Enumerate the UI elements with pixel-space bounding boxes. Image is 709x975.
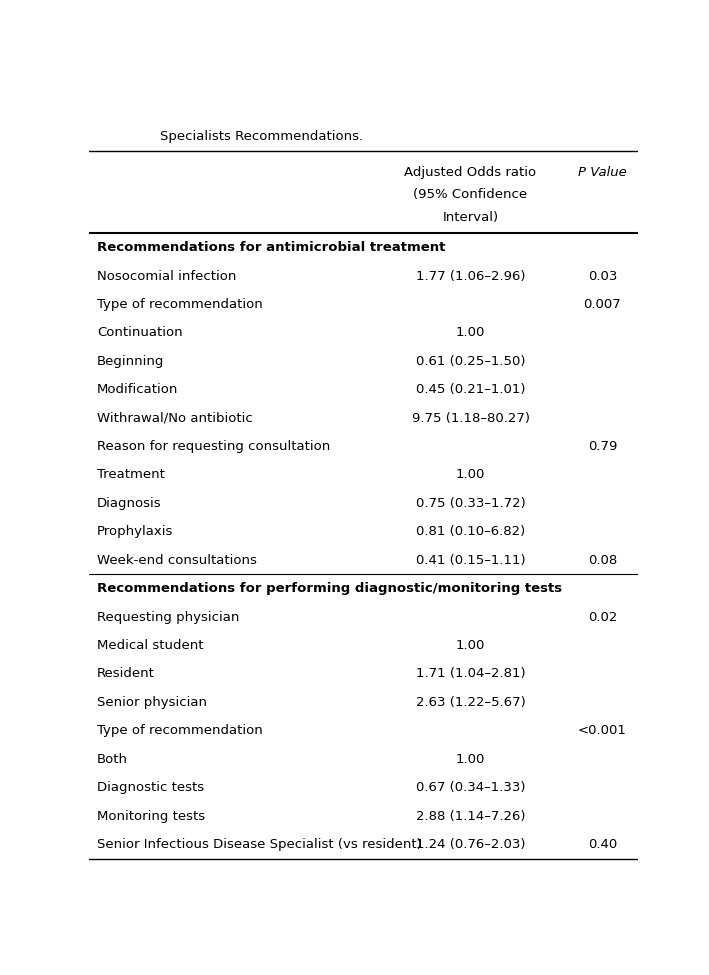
- Text: 1.00: 1.00: [456, 753, 485, 765]
- Text: 1.00: 1.00: [456, 327, 485, 339]
- Text: Both: Both: [97, 753, 128, 765]
- Text: <0.001: <0.001: [578, 724, 627, 737]
- Text: 0.79: 0.79: [588, 440, 617, 453]
- Text: Withrawal/No antibiotic: Withrawal/No antibiotic: [97, 411, 252, 425]
- Text: Senior physician: Senior physician: [97, 696, 207, 709]
- Text: Reason for requesting consultation: Reason for requesting consultation: [97, 440, 330, 453]
- Text: Diagnosis: Diagnosis: [97, 497, 162, 510]
- Text: 1.77 (1.06–2.96): 1.77 (1.06–2.96): [415, 269, 525, 283]
- Text: Diagnostic tests: Diagnostic tests: [97, 781, 204, 795]
- Text: 0.40: 0.40: [588, 838, 617, 851]
- Text: 0.61 (0.25–1.50): 0.61 (0.25–1.50): [415, 355, 525, 368]
- Text: 0.75 (0.33–1.72): 0.75 (0.33–1.72): [415, 497, 525, 510]
- Text: Specialists Recommendations.: Specialists Recommendations.: [160, 130, 363, 142]
- Text: 0.02: 0.02: [588, 610, 617, 624]
- Text: 1.24 (0.76–2.03): 1.24 (0.76–2.03): [415, 838, 525, 851]
- Text: 0.03: 0.03: [588, 269, 617, 283]
- Text: Monitoring tests: Monitoring tests: [97, 809, 205, 823]
- Text: Treatment: Treatment: [97, 469, 164, 482]
- Text: Type of recommendation: Type of recommendation: [97, 724, 262, 737]
- Text: Resident: Resident: [97, 668, 155, 681]
- Text: Recommendations for antimicrobial treatment: Recommendations for antimicrobial treatm…: [97, 241, 445, 254]
- Text: Week-end consultations: Week-end consultations: [97, 554, 257, 566]
- Text: 1.71 (1.04–2.81): 1.71 (1.04–2.81): [415, 668, 525, 681]
- Text: Modification: Modification: [97, 383, 178, 396]
- Text: Recommendations for performing diagnostic/monitoring tests: Recommendations for performing diagnosti…: [97, 582, 562, 595]
- Text: P Value: P Value: [578, 166, 627, 178]
- Text: 0.67 (0.34–1.33): 0.67 (0.34–1.33): [415, 781, 525, 795]
- Text: Nosocomial infection: Nosocomial infection: [97, 269, 236, 283]
- Text: Prophylaxis: Prophylaxis: [97, 526, 173, 538]
- Text: Interval): Interval): [442, 211, 498, 224]
- Text: Adjusted Odds ratio: Adjusted Odds ratio: [404, 166, 537, 178]
- Text: 2.88 (1.14–7.26): 2.88 (1.14–7.26): [415, 809, 525, 823]
- Text: 0.41 (0.15–1.11): 0.41 (0.15–1.11): [415, 554, 525, 566]
- Text: 2.63 (1.22–5.67): 2.63 (1.22–5.67): [415, 696, 525, 709]
- Text: 0.81 (0.10–6.82): 0.81 (0.10–6.82): [416, 526, 525, 538]
- Text: 9.75 (1.18–80.27): 9.75 (1.18–80.27): [411, 411, 530, 425]
- Text: Requesting physician: Requesting physician: [97, 610, 239, 624]
- Text: Beginning: Beginning: [97, 355, 164, 368]
- Text: (95% Confidence: (95% Confidence: [413, 188, 527, 201]
- Text: Type of recommendation: Type of recommendation: [97, 298, 262, 311]
- Text: Continuation: Continuation: [97, 327, 182, 339]
- Text: 1.00: 1.00: [456, 469, 485, 482]
- Text: 0.45 (0.21–1.01): 0.45 (0.21–1.01): [415, 383, 525, 396]
- Text: Medical student: Medical student: [97, 639, 203, 652]
- Text: 1.00: 1.00: [456, 639, 485, 652]
- Text: 0.08: 0.08: [588, 554, 617, 566]
- Text: Senior Infectious Disease Specialist (vs resident): Senior Infectious Disease Specialist (vs…: [97, 838, 422, 851]
- Text: 0.007: 0.007: [584, 298, 621, 311]
